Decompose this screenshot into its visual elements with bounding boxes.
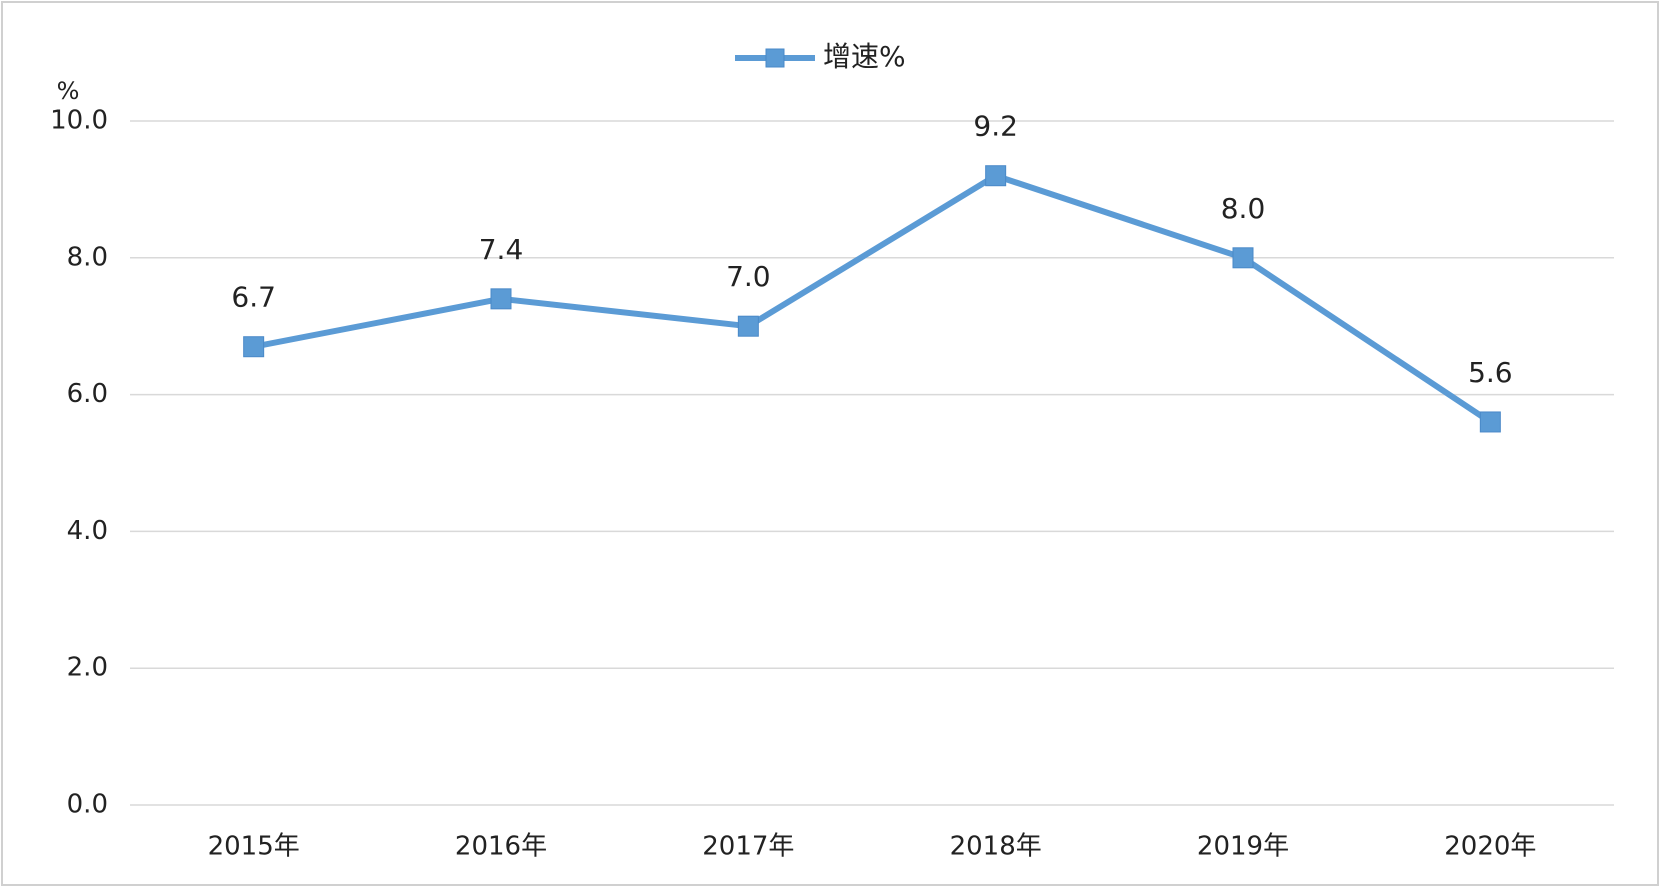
x-tick-label: 2016年 [455,832,547,862]
x-tick-label: 2018年 [950,832,1042,862]
point-marker [243,336,265,358]
data-label: 8.0 [1221,192,1266,225]
series-line [253,172,1492,425]
data-label: 9.2 [973,110,1018,143]
point-marker [985,165,1007,187]
point-marker [1232,247,1254,269]
point-marker [490,288,512,310]
x-tick-label: 2015年 [208,832,300,862]
point-marker [737,315,759,337]
data-label: 7.4 [479,233,524,266]
x-tick-label: 2020年 [1444,832,1536,862]
legend-label: 增速% [823,40,906,73]
y-tick-label: 8.0 [67,242,108,272]
y-tick-label: 10.0 [50,106,108,136]
y-unit: % [57,77,80,105]
x-tick-label: 2017年 [702,832,794,862]
data-label: 6.7 [231,281,276,314]
y-tick-label: 2.0 [67,653,108,683]
data-label: 5.6 [1468,356,1513,389]
y-tick-label: 4.0 [67,516,108,546]
y-tick-label: 0.0 [67,790,108,820]
y-tick-label: 6.0 [67,379,108,409]
data-label: 7.0 [726,260,771,293]
point-marker [1479,411,1501,433]
x-tick-label: 2019年 [1197,832,1289,862]
legend-marker [765,48,785,68]
